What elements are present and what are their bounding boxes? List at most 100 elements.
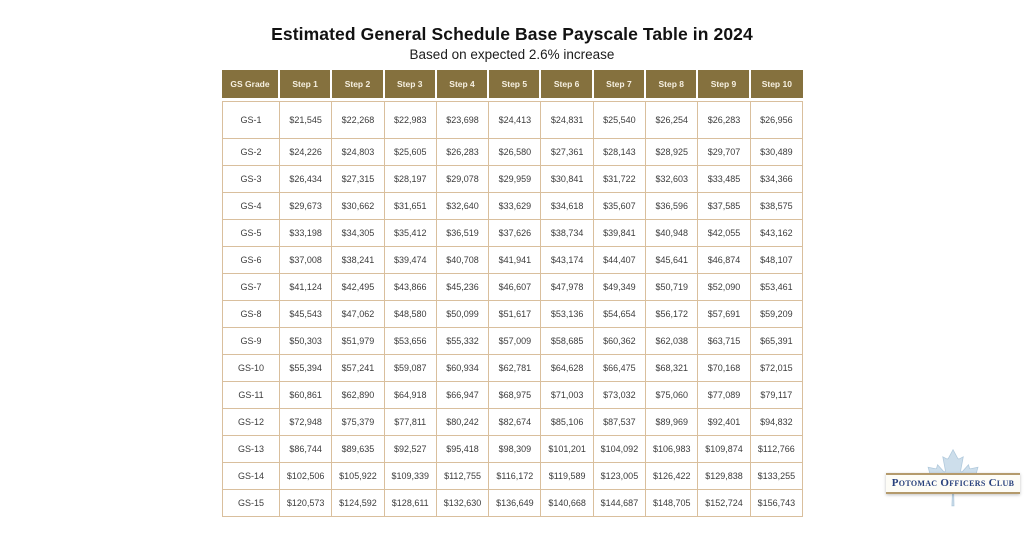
value-cell: $44,407 [593,247,647,274]
value-cell: $50,099 [436,301,490,328]
page-subtitle: Based on expected 2.6% increase [409,47,615,62]
table-row: GS-4 $29,673 $30,662 $31,651 $32,640 $33,629 $… [222,193,803,220]
payscale-table-container: GS Grade Step 1 Step 2 Step 3 Step 4 Step 5 St… [222,70,803,517]
value-cell: $35,412 [384,220,437,247]
value-cell: $48,580 [384,301,437,328]
table-row: GS-15 $120,573 $124,592 $128,611 $132,630 $13… [222,490,803,517]
table-row: GS-12 $72,948 $75,379 $77,811 $80,242 $82,674… [222,409,803,436]
value-cell: $144,687 [593,490,647,517]
value-cell: $82,674 [489,409,542,436]
grade-cell: GS-13 [222,436,280,463]
value-cell: $126,422 [646,463,699,490]
grade-cell: GS-5 [222,220,280,247]
value-cell: $24,803 [332,139,385,166]
value-cell: $24,831 [541,101,594,139]
value-cell: $112,766 [750,436,803,463]
column-header-step: Step 9 [698,70,751,101]
table-row: GS-10 $55,394 $57,241 $59,087 $60,934 $62,781… [222,355,803,382]
table-header: GS Grade Step 1 Step 2 Step 3 Step 4 Step 5 St… [222,70,803,101]
value-cell: $101,201 [541,436,594,463]
value-cell: $104,092 [593,436,647,463]
value-cell: $22,983 [384,101,437,139]
value-cell: $30,489 [750,139,803,166]
value-cell: $85,106 [541,409,594,436]
value-cell: $53,461 [750,274,803,301]
value-cell: $25,605 [384,139,437,166]
value-cell: $136,649 [489,490,542,517]
value-cell: $77,811 [384,409,437,436]
value-cell: $33,629 [489,193,542,220]
value-cell: $68,321 [646,355,699,382]
value-cell: $62,038 [646,328,699,355]
table-row: GS-9 $50,303 $51,979 $53,656 $55,332 $57,009 $… [222,328,803,355]
value-cell: $38,575 [750,193,803,220]
value-cell: $24,226 [280,139,333,166]
value-cell: $79,117 [750,382,803,409]
value-cell: $152,724 [698,490,751,517]
value-cell: $31,651 [384,193,437,220]
value-cell: $47,062 [332,301,385,328]
value-cell: $42,495 [332,274,385,301]
value-cell: $52,090 [698,274,751,301]
grade-cell: GS-4 [222,193,280,220]
value-cell: $26,434 [280,166,333,193]
value-cell: $148,705 [646,490,699,517]
value-cell: $29,707 [698,139,751,166]
table-row: GS-14 $102,506 $105,922 $109,339 $112,755 $11… [222,463,803,490]
value-cell: $89,635 [332,436,385,463]
value-cell: $37,585 [698,193,751,220]
table-row: GS-7 $41,124 $42,495 $43,866 $45,236 $46,607 $… [222,274,803,301]
value-cell: $71,003 [541,382,594,409]
value-cell: $41,124 [280,274,333,301]
value-cell: $26,283 [436,139,490,166]
value-cell: $49,349 [593,274,647,301]
value-cell: $132,630 [436,490,490,517]
column-header-gs-grade: GS Grade [222,70,280,101]
value-cell: $51,617 [489,301,542,328]
logo-banner: Potomac Officers Club [886,473,1020,494]
value-cell: $45,543 [280,301,333,328]
value-cell: $80,242 [436,409,490,436]
grade-cell: GS-9 [222,328,280,355]
value-cell: $42,055 [698,220,751,247]
value-cell: $37,008 [280,247,333,274]
value-cell: $133,255 [750,463,803,490]
value-cell: $57,241 [332,355,385,382]
grade-cell: GS-10 [222,355,280,382]
column-header-step: Step 7 [593,70,647,101]
title-block: Estimated General Schedule Base Payscale… [0,24,1024,62]
value-cell: $26,956 [750,101,803,139]
value-cell: $59,209 [750,301,803,328]
value-cell: $33,198 [280,220,333,247]
value-cell: $112,755 [436,463,490,490]
payscale-table: GS Grade Step 1 Step 2 Step 3 Step 4 Step 5 St… [222,70,803,517]
table-row: GS-11 $60,861 $62,890 $64,918 $66,947 $68,975… [222,382,803,409]
table-row: GS-5 $33,198 $34,305 $35,412 $36,519 $37,626 $… [222,220,803,247]
value-cell: $50,719 [646,274,699,301]
potomac-officers-club-logo: Potomac Officers Club [886,447,1020,517]
value-cell: $48,107 [750,247,803,274]
value-cell: $26,580 [489,139,542,166]
value-cell: $51,979 [332,328,385,355]
value-cell: $56,172 [646,301,699,328]
value-cell: $129,838 [698,463,751,490]
value-cell: $66,947 [436,382,490,409]
column-header-step: Step 8 [646,70,699,101]
value-cell: $46,607 [489,274,542,301]
table-row: GS-1 $21,545 $22,268 $22,983 $23,698 $24,413 $… [222,101,803,139]
value-cell: $43,162 [750,220,803,247]
value-cell: $62,781 [489,355,542,382]
value-cell: $37,626 [489,220,542,247]
grade-cell: GS-7 [222,274,280,301]
column-header-step: Step 1 [280,70,333,101]
value-cell: $38,241 [332,247,385,274]
table-row: GS-8 $45,543 $47,062 $48,580 $50,099 $51,617 $… [222,301,803,328]
value-cell: $45,641 [646,247,699,274]
table-row: GS-6 $37,008 $38,241 $39,474 $40,708 $41,941 $… [222,247,803,274]
value-cell: $34,618 [541,193,594,220]
column-header-step: Step 3 [384,70,437,101]
value-cell: $116,172 [489,463,542,490]
column-header-step: Step 4 [436,70,490,101]
value-cell: $72,015 [750,355,803,382]
value-cell: $29,673 [280,193,333,220]
